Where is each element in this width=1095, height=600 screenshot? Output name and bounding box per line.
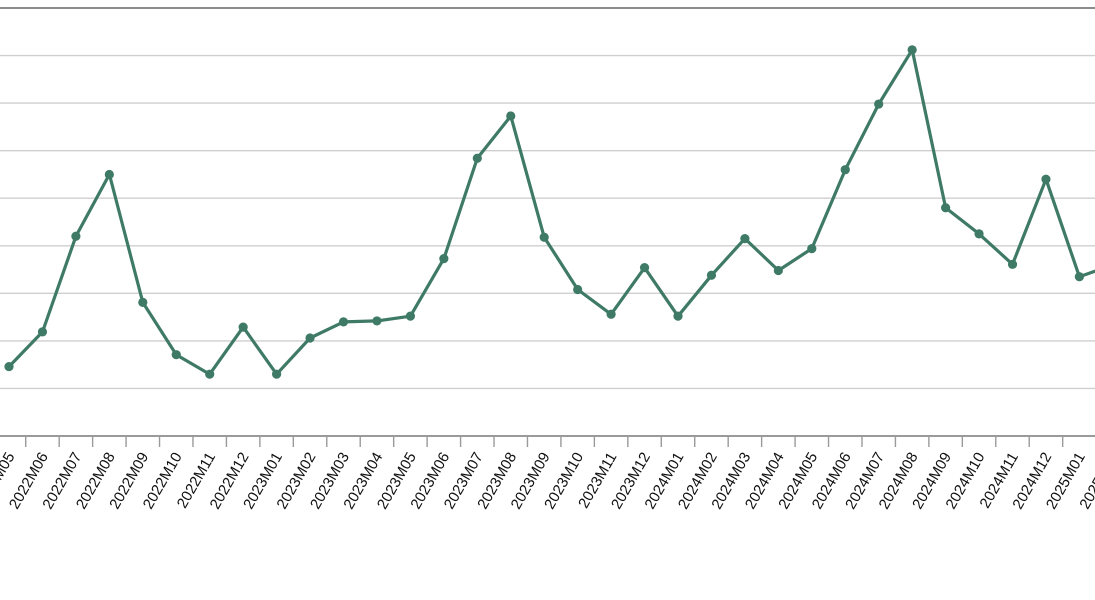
data-point — [37, 327, 48, 337]
x-axis-tick-labels: 2022M052022M062022M072022M082022M092022M… — [0, 449, 1095, 512]
data-point — [941, 203, 951, 213]
data-point — [539, 232, 549, 242]
data-point — [840, 165, 850, 175]
data-point — [1074, 272, 1084, 282]
data-point — [506, 111, 516, 121]
series-line — [7, 48, 1095, 376]
data-point — [338, 317, 349, 327]
data-point — [1041, 174, 1051, 184]
data-point — [807, 244, 817, 254]
gridlines — [0, 54, 1095, 390]
data-point — [272, 369, 282, 379]
data-point — [573, 284, 583, 295]
data-point — [372, 316, 382, 326]
data-point — [138, 297, 148, 307]
data-point — [606, 309, 616, 319]
data-point — [907, 45, 917, 55]
data-point — [305, 333, 315, 343]
data-point — [4, 361, 14, 372]
data-point — [740, 234, 750, 244]
data-point — [171, 350, 181, 360]
data-point — [472, 153, 482, 163]
data-point — [1007, 259, 1018, 269]
data-point — [974, 229, 984, 239]
data-point — [639, 263, 650, 273]
data-point — [238, 322, 248, 332]
data-point — [205, 369, 215, 379]
data-point — [71, 231, 81, 241]
data-point — [104, 169, 114, 180]
x-axis-ticks — [25, 436, 1064, 447]
data-point — [673, 311, 683, 321]
data-points — [4, 45, 1084, 379]
data-point — [773, 265, 783, 276]
data-point — [874, 99, 884, 109]
data-point — [706, 270, 717, 280]
data-point — [405, 311, 415, 321]
data-point — [439, 254, 449, 264]
